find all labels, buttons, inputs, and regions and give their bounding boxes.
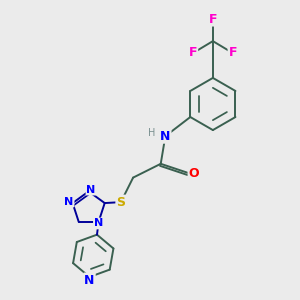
Text: F: F [208, 13, 217, 26]
Text: N: N [64, 196, 74, 206]
Text: S: S [116, 196, 125, 208]
Text: N: N [84, 274, 95, 286]
Text: F: F [189, 46, 197, 59]
Text: H: H [148, 128, 156, 137]
Text: F: F [229, 46, 237, 59]
Text: O: O [188, 167, 199, 179]
Text: N: N [94, 218, 103, 229]
Text: N: N [160, 130, 170, 143]
Text: N: N [86, 184, 96, 195]
